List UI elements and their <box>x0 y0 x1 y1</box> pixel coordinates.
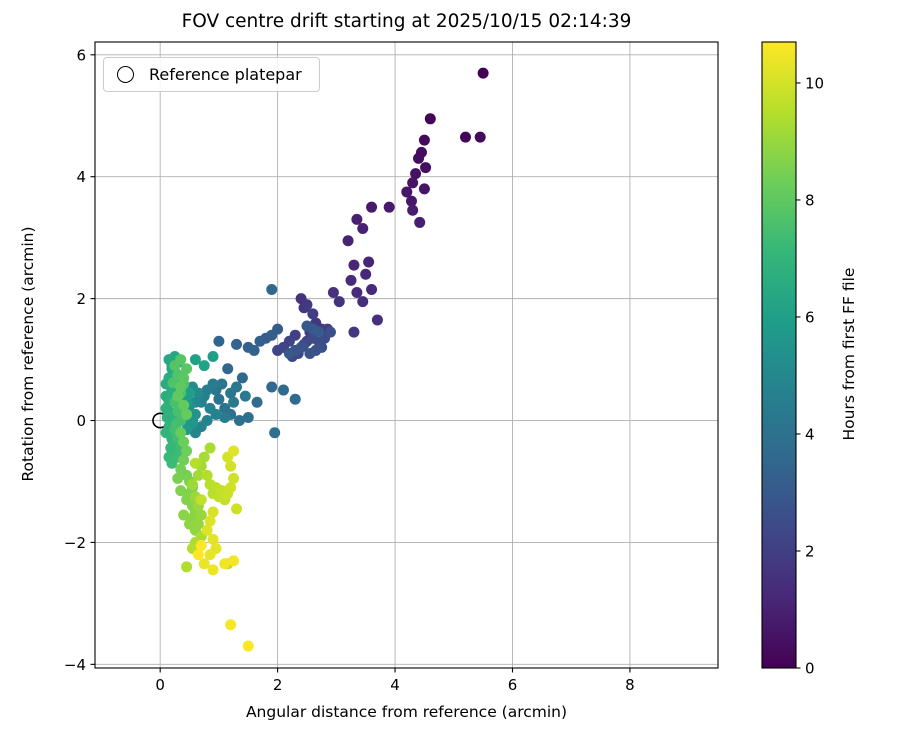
svg-text:6: 6 <box>76 46 86 64</box>
svg-text:0: 0 <box>805 660 815 678</box>
svg-text:8: 8 <box>805 191 815 209</box>
svg-text:2: 2 <box>805 542 815 560</box>
legend-label: Reference platepar <box>149 65 302 84</box>
svg-text:6: 6 <box>508 676 518 694</box>
grid-layer <box>95 42 718 668</box>
y-axis-label: Rotation from reference (arcmin) <box>19 226 37 482</box>
svg-text:6: 6 <box>805 308 815 326</box>
svg-text:2: 2 <box>273 676 283 694</box>
svg-text:0: 0 <box>155 676 165 694</box>
colorbar-layer: 0 2 4 6 8 10 <box>761 41 824 678</box>
svg-text:4: 4 <box>390 676 400 694</box>
x-axis-label: Angular distance from reference (arcmin) <box>245 703 568 721</box>
colorbar-label: Hours from first FF file <box>840 267 858 441</box>
legend: Reference platepar <box>103 57 320 92</box>
chart-title: FOV centre drift starting at 2025/10/15 … <box>181 11 632 32</box>
axes-frame <box>94 41 719 669</box>
svg-text:0: 0 <box>76 412 86 430</box>
svg-text:2: 2 <box>76 290 86 308</box>
svg-text:−4: −4 <box>64 656 86 674</box>
svg-text:4: 4 <box>805 425 815 443</box>
svg-text:4: 4 <box>76 168 86 186</box>
scatter-layer <box>160 67 489 652</box>
svg-text:−2: −2 <box>64 534 86 552</box>
open-circle-marker-icon <box>117 66 134 83</box>
svg-text:8: 8 <box>625 676 635 694</box>
tick-layer: 0 2 4 6 8 −4 −2 0 2 4 6 <box>64 46 635 694</box>
svg-text:10: 10 <box>805 74 824 92</box>
